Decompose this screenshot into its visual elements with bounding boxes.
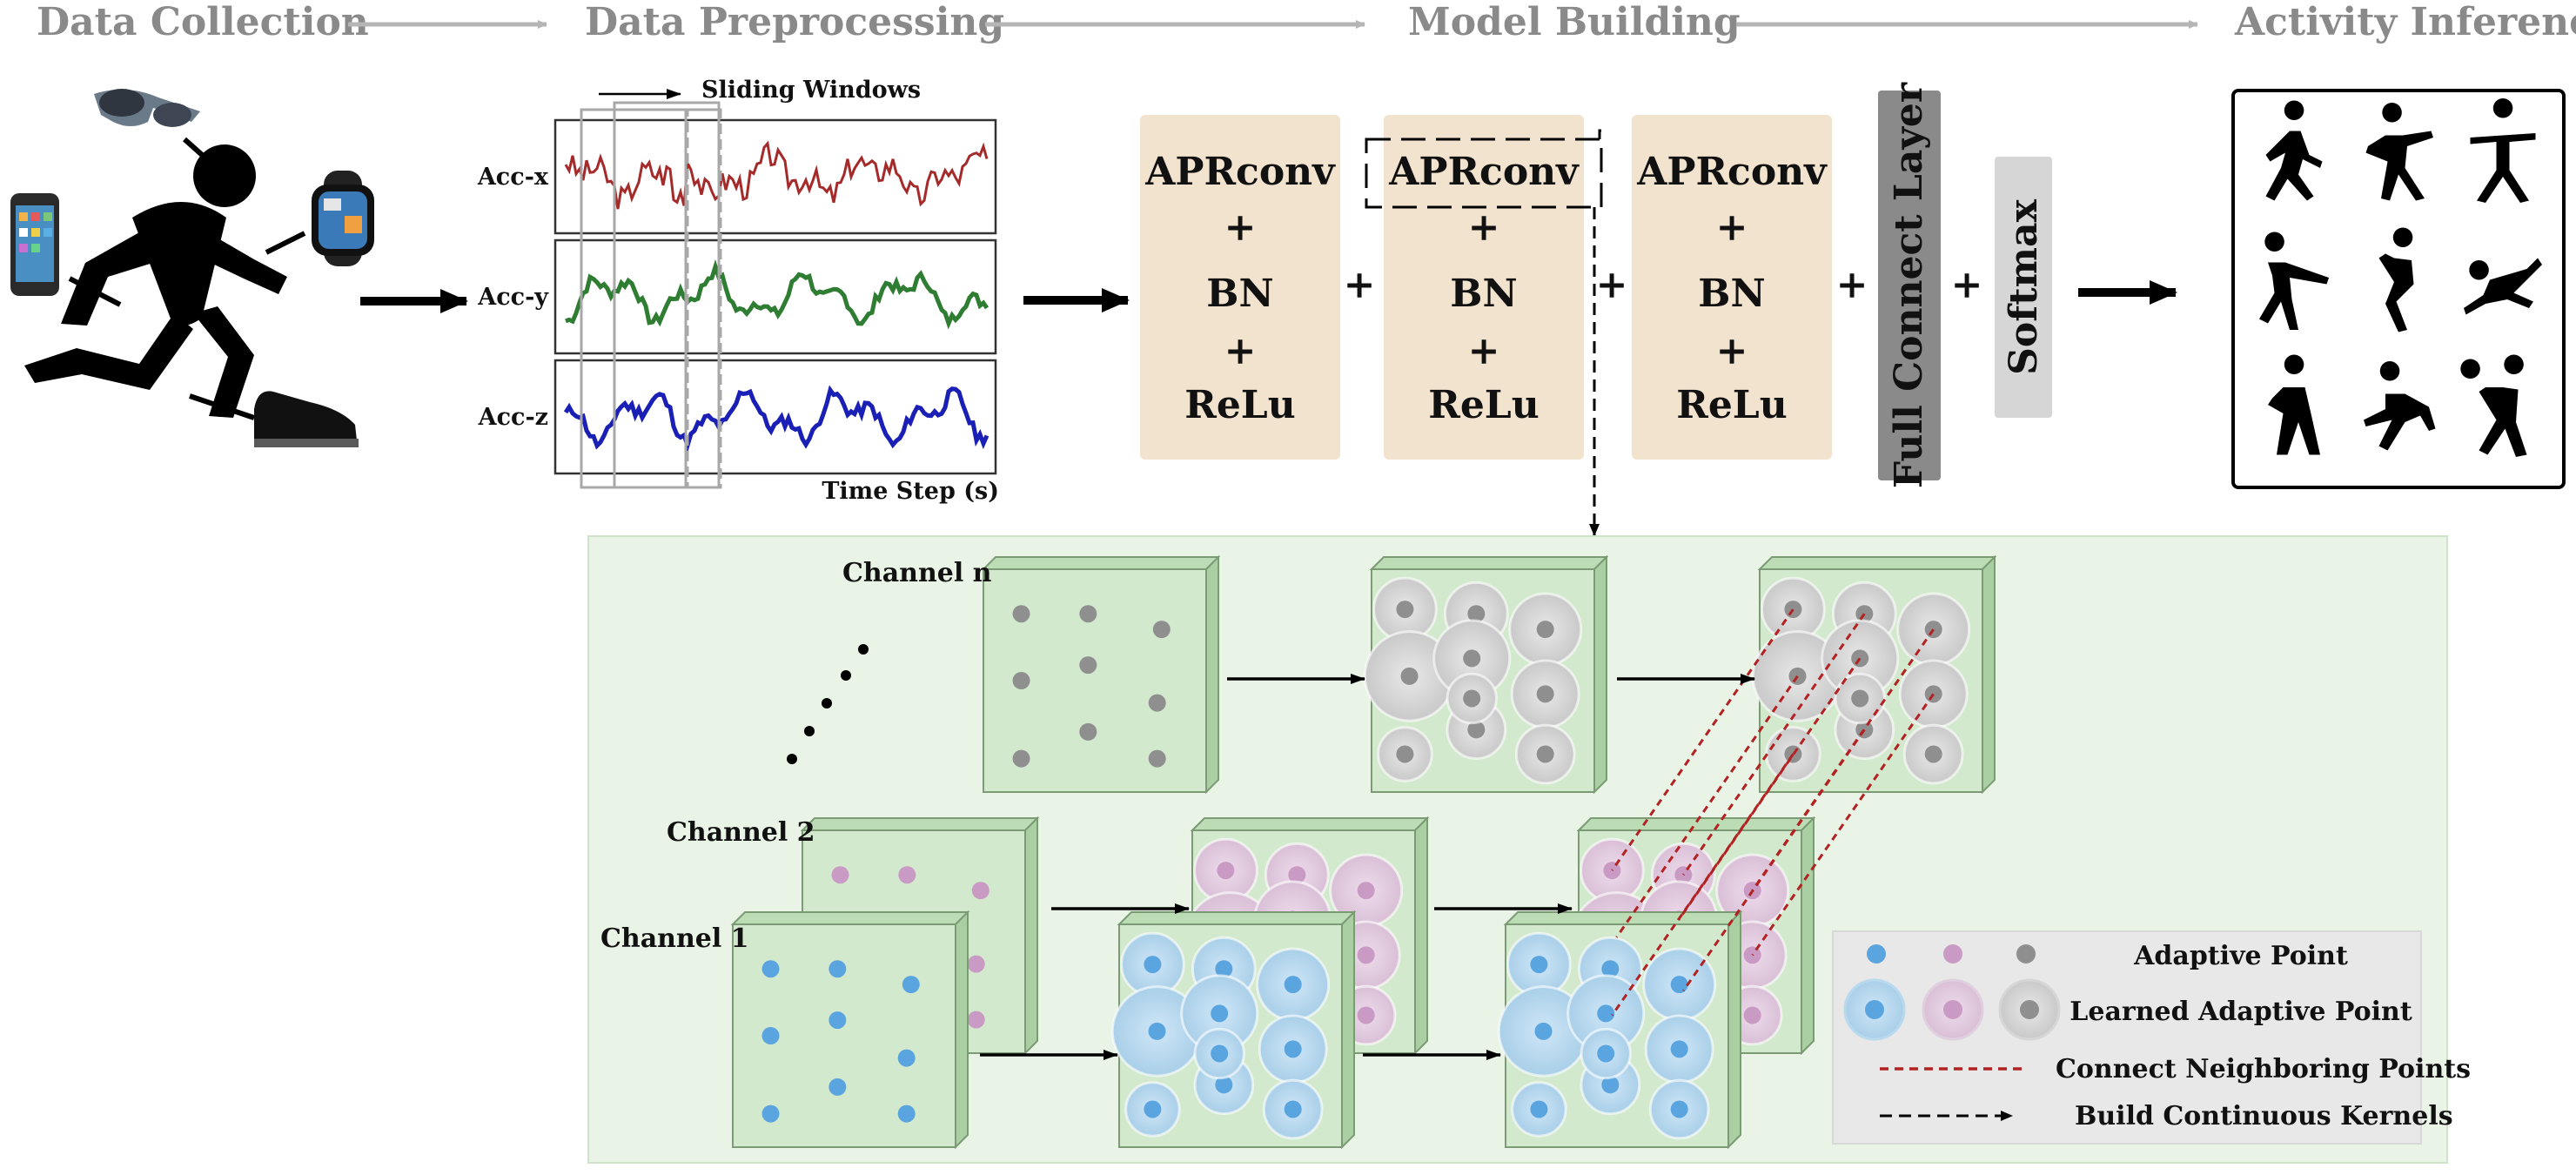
cube-channel-n-learned: [1363, 554, 1609, 795]
stage-title-model-building: Model Building: [1408, 0, 1741, 44]
legend: Adaptive Point Learned Adaptive Point Co…: [1832, 930, 2471, 1145]
plus-sign-4: +: [1951, 263, 1983, 307]
block-2-line-5: ReLu: [1428, 383, 1540, 427]
activity-inference-panel: [2231, 89, 2566, 489]
stage-title-data-preprocessing: Data Preprocessing: [585, 0, 1004, 44]
activity-silhouettes: [2259, 98, 2542, 457]
plus-sign-3: +: [1836, 263, 1868, 307]
full-connect-layer-block: [1878, 91, 1941, 480]
legend-learned-adaptive-point: Learned Adaptive Point: [2070, 997, 2412, 1027]
signal-box-acc-y: [553, 238, 997, 355]
build-continuous-kernels-arrow: [1594, 129, 1601, 535]
block-2-text: APRconv + BN + ReLu: [1388, 150, 1580, 427]
block-3-line-3: BN: [1698, 272, 1765, 316]
softmax-block: [1995, 157, 2052, 418]
block-3-line-1: APRconv: [1636, 150, 1828, 194]
channel-label-n: Channel n: [842, 558, 992, 588]
block-2-line-4: +: [1468, 329, 1500, 373]
activity-silhouette-8: [2364, 361, 2436, 451]
signal-box-acc-z: [553, 359, 997, 475]
cube-channel-1-connected: [1497, 910, 1743, 1150]
legend-build-continuous-kernels: Build Continuous Kernels: [2075, 1101, 2453, 1131]
cube-channel-n-connected: [1751, 554, 1997, 795]
block-3: [1632, 115, 1832, 460]
channel-cubes: [730, 554, 1997, 1150]
legend-connect-neighboring-points: Connect Neighboring Points: [2056, 1054, 2471, 1084]
block-3-line-4: +: [1716, 329, 1748, 373]
activity-silhouette-3: [2470, 98, 2536, 203]
activity-silhouette-1: [2265, 100, 2323, 201]
block-1-line-5: ReLu: [1184, 383, 1296, 427]
block-2-line-1: APRconv: [1388, 150, 1580, 194]
sliding-window-4: [686, 108, 722, 489]
signal-trace-acc-z: [563, 385, 989, 453]
legend-adaptive-point: Adaptive Point: [2133, 941, 2348, 971]
block-1-text: APRconv + BN + ReLu: [1144, 150, 1336, 427]
signal-x-axis-label: Time Step (s): [822, 478, 999, 505]
block-1-line-2: +: [1224, 205, 1257, 250]
block-1-line-4: +: [1224, 329, 1257, 373]
channel-label-2: Channel 2: [667, 817, 815, 848]
aprconv-dashed-highlight: [1365, 138, 1603, 209]
signal-label-acc-y: Acc-y: [477, 284, 549, 311]
signal-box-acc-x: [553, 118, 997, 235]
signal-trace-acc-y: [565, 258, 989, 330]
signal-trace-acc-x: [564, 140, 989, 210]
ellipsis-dots: [787, 644, 869, 764]
block-3-line-2: +: [1716, 205, 1748, 250]
channel-labels: Channel n Channel 2 Channel 1: [600, 558, 992, 954]
block-2-line-2: +: [1468, 205, 1500, 250]
signal-label-acc-x: Acc-x: [477, 164, 549, 191]
signal-label-acc-z: Acc-z: [478, 404, 548, 431]
block-2-line-3: BN: [1450, 272, 1517, 316]
activity-silhouette-9: [2460, 354, 2527, 457]
cube-channel-1-learned: [1110, 910, 1357, 1150]
block-3-line-5: ReLu: [1676, 383, 1788, 427]
cube-channel-n-initial: [981, 554, 1221, 795]
sliding-windows-label: Sliding Windows: [701, 77, 921, 104]
block-2: [1384, 115, 1584, 460]
activity-silhouette-6: [2464, 258, 2542, 315]
model-blocks: APRconv + BN + ReLu APRconv + BN + ReLu APRconv +…: [1140, 82, 2052, 535]
softmax-label: Softmax: [2002, 198, 2046, 374]
channel-flow-arrows: [980, 674, 1755, 1060]
connect-neighboring-lines: [1611, 608, 1935, 1017]
cube-channel-1-initial: [730, 910, 970, 1150]
plus-sign-2: +: [1596, 263, 1628, 307]
block-3-text: APRconv + BN + ReLu: [1636, 150, 1828, 427]
full-connect-layer-label: Full Connect Layer: [1887, 82, 1931, 488]
stage-title-activity-inference: Activity Inference: [2234, 0, 2576, 44]
channel-label-1: Channel 1: [600, 923, 749, 954]
activity-silhouette-2: [2365, 103, 2433, 201]
activity-silhouette-4: [2259, 232, 2329, 330]
runner-with-sensors-icon: [10, 89, 374, 447]
block-1-line-3: BN: [1206, 272, 1273, 316]
activity-silhouette-7: [2268, 354, 2320, 455]
block-1: [1140, 115, 1340, 460]
sliding-windows-label-group: Sliding Windows: [599, 77, 921, 104]
activity-silhouette-5: [2378, 227, 2414, 332]
sliding-window-3: [613, 108, 721, 489]
plus-sign-1: +: [1344, 263, 1376, 307]
block-1-line-1: APRconv: [1144, 150, 1336, 194]
stage-title-data-collection: Data Collection: [37, 0, 369, 44]
signal-panels: Acc-x Acc-y Acc-z Time Step (s): [477, 101, 999, 505]
